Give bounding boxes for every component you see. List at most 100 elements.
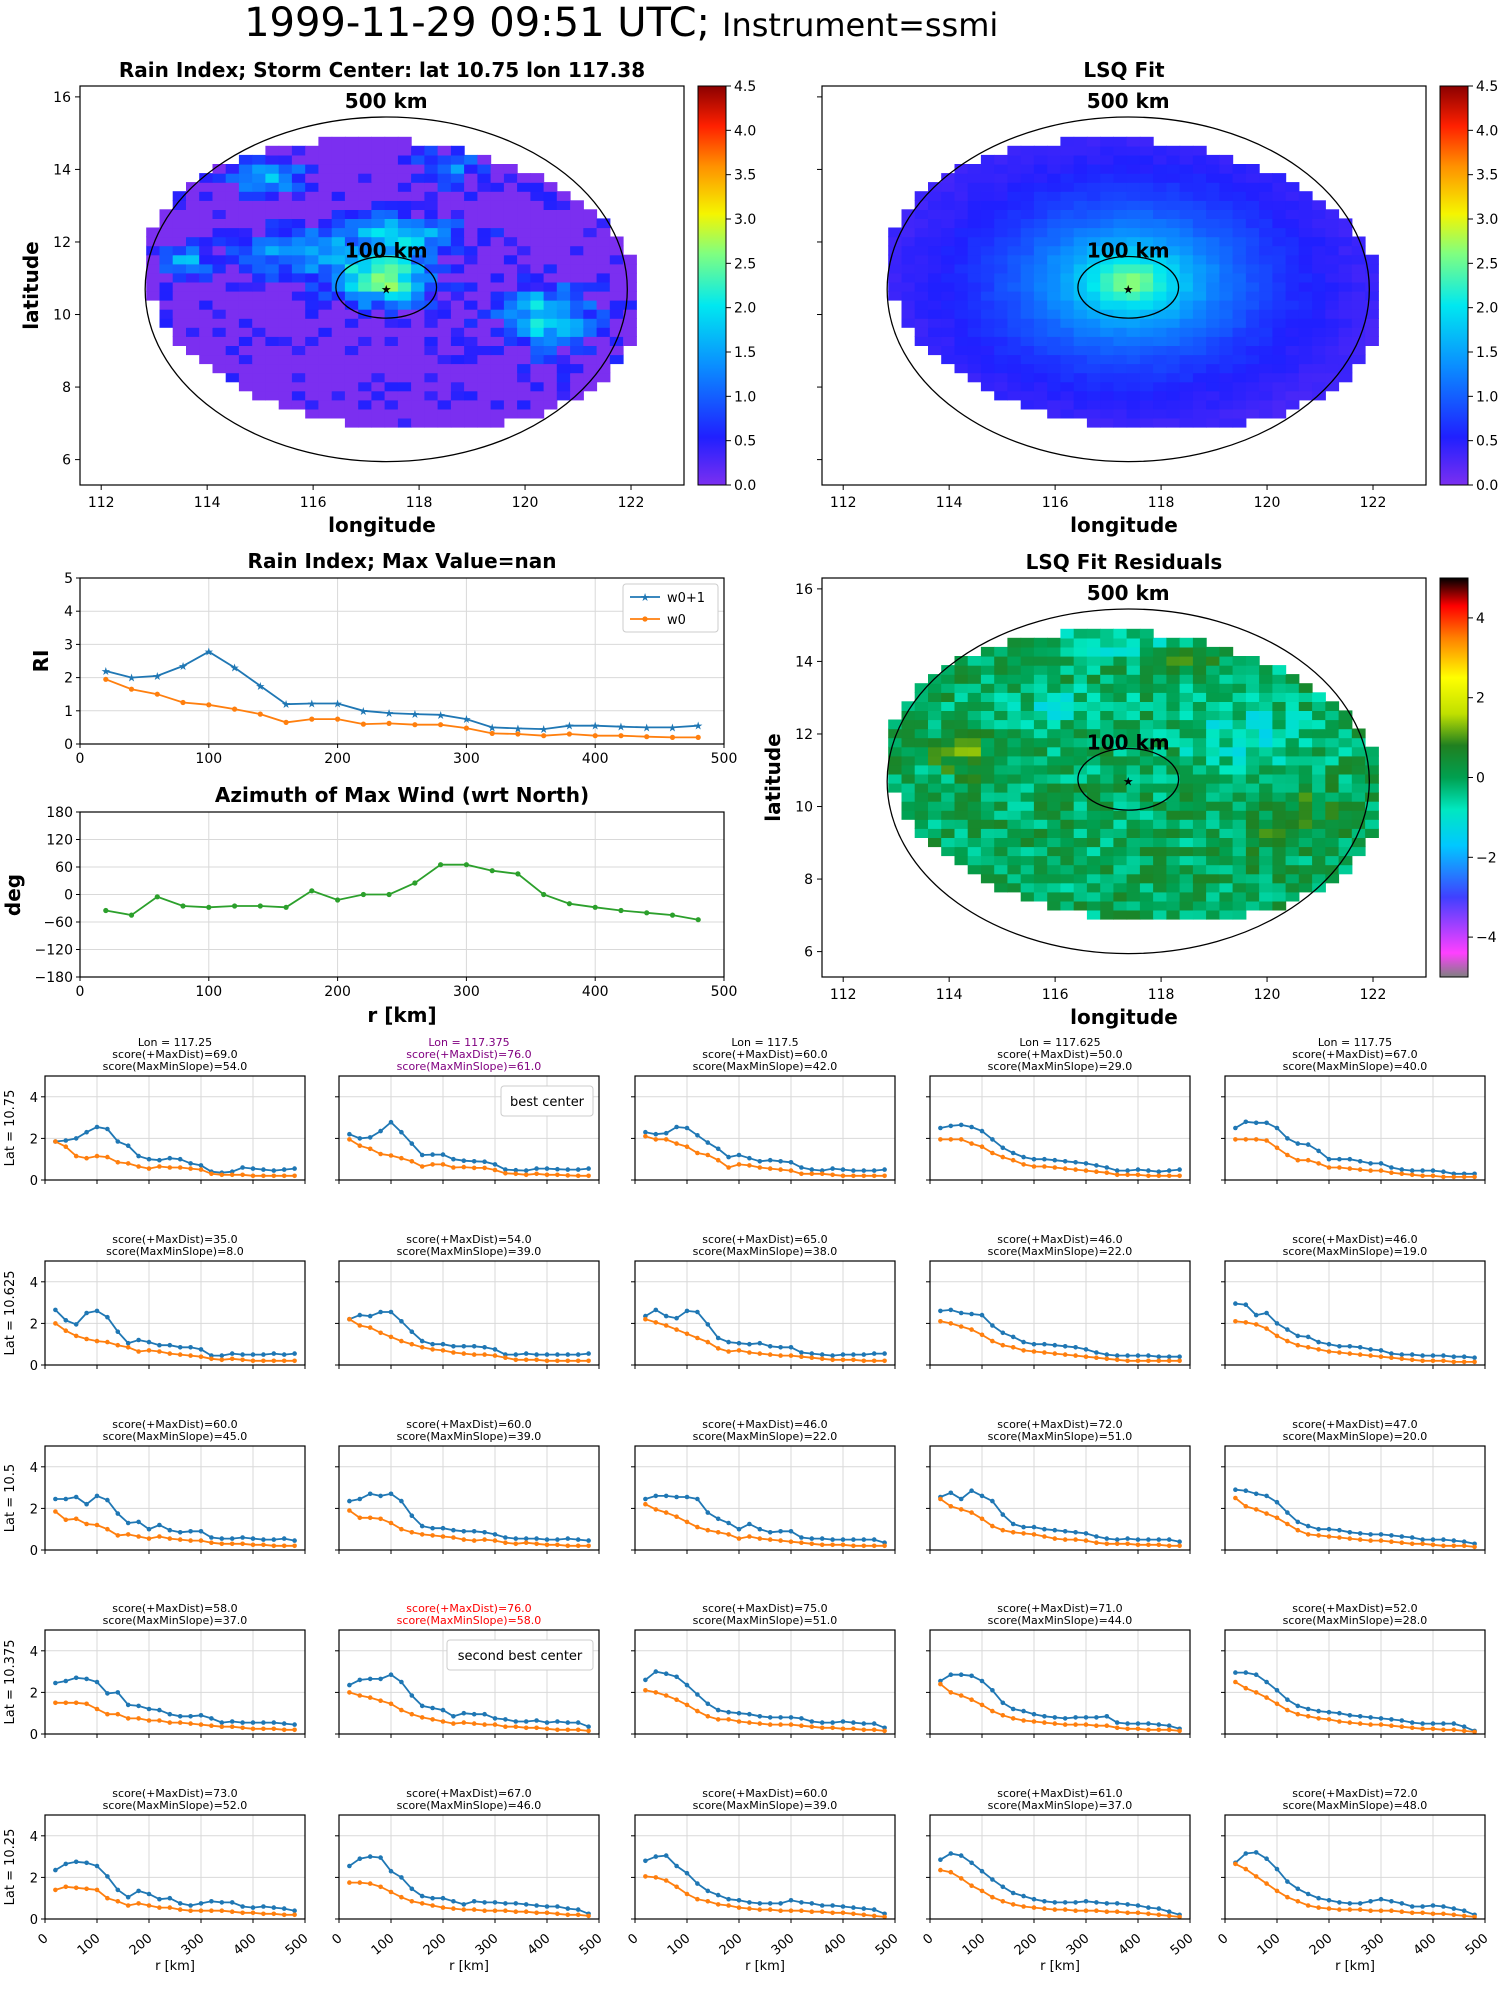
y-tick-label: 4 — [64, 604, 73, 620]
swath-pixel — [397, 417, 412, 428]
swath-pixel — [1113, 318, 1128, 328]
swath-pixel — [450, 399, 465, 410]
swath-pixel — [1153, 792, 1167, 802]
plot-area — [45, 1815, 305, 1919]
series-w0p1-point: ★ — [384, 707, 394, 720]
swath-pixel — [1272, 327, 1287, 337]
swath-pixel — [450, 381, 465, 392]
series-w0-point — [347, 1690, 352, 1695]
series-w0-point — [1285, 1707, 1290, 1713]
series-w0-point — [367, 1695, 373, 1700]
swath-pixel — [1192, 200, 1207, 210]
swath-pixel — [1033, 828, 1048, 838]
series-w0p1-point: ★ — [101, 665, 111, 678]
swath-pixel — [1272, 209, 1287, 219]
swath-pixel — [411, 327, 425, 337]
series-w0p1-point — [1285, 1510, 1290, 1515]
series-w0-point — [115, 1533, 121, 1538]
series-w0p1-point — [544, 1904, 550, 1909]
swath-pixel — [1113, 227, 1128, 238]
series-w0-point — [788, 1908, 794, 1913]
swath-pixel — [212, 200, 227, 210]
swath-pixel — [941, 819, 955, 829]
swath-pixel — [464, 318, 478, 328]
series-w0-point — [188, 1538, 193, 1543]
swath-pixel — [570, 281, 584, 292]
swath-pixel — [1166, 792, 1181, 802]
swath-pixel — [1325, 801, 1340, 811]
swath-pixel — [914, 782, 929, 793]
swath-pixel — [901, 236, 916, 247]
series-w0p1-point — [63, 1138, 69, 1143]
swath-pixel — [477, 236, 492, 247]
swath-pixel — [1153, 345, 1167, 356]
series-w0-point — [1451, 1543, 1457, 1549]
series-w0-point — [1420, 1173, 1425, 1179]
swath-pixel — [1259, 399, 1273, 410]
swath-pixel — [1153, 755, 1167, 766]
plot-frame — [634, 1629, 896, 1735]
series-w0-point — [534, 1725, 539, 1731]
swath-pixel — [1139, 408, 1154, 419]
series-w0-point — [958, 1507, 964, 1512]
series-w0p1-point — [705, 1888, 711, 1894]
swath-pixel — [1219, 837, 1234, 848]
swath-pixel — [1073, 263, 1088, 274]
swath-pixel — [954, 755, 969, 766]
swath-pixel — [1192, 164, 1207, 174]
swath-pixel — [1033, 864, 1048, 875]
series-w0-point — [1010, 1530, 1016, 1535]
series-w0p1-point — [73, 1136, 79, 1141]
swath-pixel — [1073, 281, 1088, 292]
swath-pixel — [384, 281, 399, 292]
swath-pixel — [1047, 737, 1061, 748]
swath-pixel — [424, 245, 439, 256]
series-w0p1-point — [809, 1719, 815, 1724]
series-w0-point — [1461, 1543, 1467, 1549]
swath-pixel — [1100, 728, 1114, 739]
swath-pixel — [1272, 200, 1287, 210]
swath-pixel — [623, 263, 637, 274]
swath-pixel — [954, 855, 969, 866]
swath-pixel — [371, 300, 386, 310]
swath-pixel — [1298, 719, 1313, 730]
series-w0p1-point — [1021, 1154, 1026, 1160]
swath-pixel — [1179, 191, 1194, 201]
series-w0p1-point — [1010, 1890, 1016, 1896]
candidate-subplot — [926, 1260, 1191, 1369]
swath-pixel — [1020, 710, 1035, 721]
swath-pixel — [967, 227, 982, 238]
swath-pixel — [1338, 792, 1353, 802]
swath-pixel — [1272, 764, 1287, 775]
swath-pixel — [1166, 737, 1181, 748]
y-tick-label: 2 — [30, 1132, 38, 1147]
swath-pixel — [1179, 345, 1194, 356]
row-lat-label: Lat = 10.375 — [3, 1640, 18, 1725]
series-azimuth-point — [154, 894, 160, 900]
swath-pixel — [1338, 318, 1353, 328]
swath-pixel — [186, 263, 200, 274]
series-w0p1-point — [513, 1352, 519, 1357]
swath-pixel — [901, 218, 916, 229]
swath-pixel — [1351, 290, 1366, 301]
swath-pixel — [928, 728, 942, 739]
swath-pixel — [1086, 345, 1101, 356]
swath-pixel — [1086, 417, 1101, 428]
swath-pixel — [517, 281, 531, 292]
series-w0-point — [1114, 1357, 1120, 1363]
swath-pixel — [225, 300, 240, 310]
swath-pixel — [1033, 399, 1048, 410]
swath-pixel — [464, 290, 478, 301]
series-w0-point — [1274, 1145, 1280, 1151]
swath-pixel — [1206, 272, 1220, 283]
series-w0-point — [357, 1693, 363, 1698]
swath-pixel — [1219, 173, 1234, 183]
swath-pixel — [967, 209, 982, 219]
swath-pixel — [623, 327, 637, 337]
swath-pixel — [1245, 218, 1260, 229]
swath-pixel — [1312, 764, 1326, 775]
swath-pixel — [384, 209, 399, 219]
swath-pixel — [1073, 372, 1088, 383]
swath-pixel — [1073, 191, 1088, 201]
swath-pixel — [1298, 846, 1313, 857]
